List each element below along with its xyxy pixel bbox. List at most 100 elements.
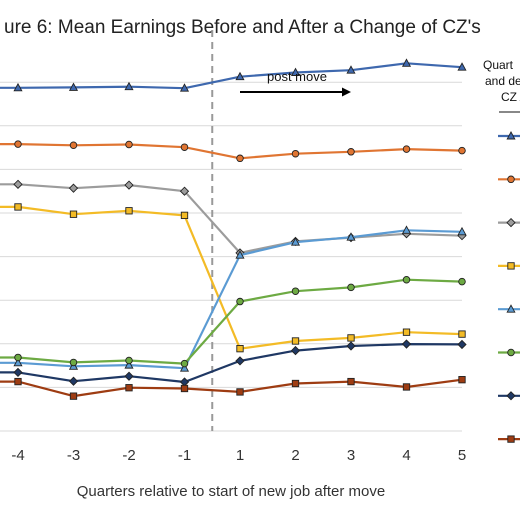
legend-entry-3 [498,262,520,270]
series-4-point-8 [457,226,467,236]
series-5-point-3 [180,359,189,368]
chart-title: ure 6: Mean Earnings Before and After a … [4,17,481,38]
series-6-point-2 [124,371,134,381]
series-6-point-0 [13,367,23,378]
series-3-point-2 [125,207,133,215]
series-7-point-7 [402,383,411,391]
series-1-point-6 [347,148,355,156]
legend-entry-1-marker [507,175,515,184]
legend-entry-5-marker [507,348,515,357]
legend-entry-7-marker [507,435,515,443]
series-6-point-1 [68,376,79,386]
series-5-point-8 [458,277,466,286]
series-1-point-5 [291,149,300,158]
series-6-point-6 [346,341,356,351]
series-4-point-2 [124,360,134,369]
series-7-point-1 [69,392,78,400]
series-7-point-0 [14,377,22,386]
series-5-point-5 [291,287,300,295]
series-0-point-4 [235,71,245,81]
series-4 [0,225,467,372]
series-5-point-2 [125,356,133,365]
series-5 [0,275,466,368]
series-0-point-5 [290,67,301,76]
series-layer [0,58,467,400]
x-tick-5: 2 [291,447,299,464]
series-0-point-1 [68,82,79,91]
series-0-point-8 [457,62,467,71]
x-tick-6: 3 [347,447,355,464]
legend-entry-2-marker [506,217,516,228]
series-3-point-6 [347,334,355,342]
legend-entry-6 [498,391,520,401]
legend-entry-1 [498,175,520,184]
series-6-point-8 [457,339,467,350]
legend-entry-7 [498,435,520,443]
series-0-point-0 [13,82,23,92]
legend-entry-4 [498,304,520,313]
series-2-point-2 [124,180,134,190]
series-7-line [0,378,463,398]
series-5-point-0 [14,353,22,362]
series-1-point-8 [458,146,466,155]
legend-entry-2 [498,217,520,228]
series-5-line [0,278,463,365]
series-1-line [0,143,463,160]
series-6-point-4 [235,356,245,366]
series-4-line [0,229,463,370]
legend-entry-6-marker [506,391,516,401]
series-7-point-4 [236,388,244,396]
series-7-point-8 [458,376,466,384]
series-3-point-7 [402,328,411,336]
post-move-annotation: post move [267,69,327,84]
series-2-point-3 [179,186,190,196]
series-6 [0,339,467,387]
series-7-point-2 [125,384,133,392]
series-3-point-8 [458,330,466,338]
series-3-line [0,205,463,350]
legend-entry-0-marker [506,131,516,140]
series-0-point-2 [124,81,134,91]
x-tick-7: 4 [402,447,410,464]
series-7-point-5 [291,379,300,388]
x-tick-labels: -4 -3 -2 -1 1 2 3 4 5 [11,447,466,464]
series-1-point-3 [180,143,189,151]
series-3-point-3 [180,211,189,220]
legend: Quart and de CZ A [483,58,520,443]
series-2-line [0,183,463,254]
x-tick-8: 5 [458,447,466,464]
series-5-point-4 [236,297,244,306]
x-tick-0: -4 [11,447,24,464]
series-2-point-1 [68,183,79,193]
series-4-point-4 [235,250,245,259]
legend-title-line-0: Quart [483,58,514,72]
legend-entry-0 [498,131,520,140]
series-4-point-7 [401,225,412,234]
legend-entry-3-marker [507,262,515,270]
series-5-point-7 [402,275,411,284]
series-1-point-2 [125,140,133,149]
series-3 [0,203,466,353]
series-2-point-0 [13,179,23,189]
x-tick-3: -1 [178,447,191,464]
series-2 [0,179,467,258]
series-5-point-1 [69,358,78,367]
series-1 [0,140,466,163]
series-7-point-6 [347,377,355,386]
series-7-point-3 [180,384,189,393]
series-3-point-5 [291,337,300,345]
series-1-point-1 [69,141,78,150]
legend-entry-5 [498,348,520,357]
series-6-point-5 [290,345,301,356]
series-3-point-0 [14,203,22,211]
series-5-point-6 [347,283,355,292]
series-1-point-0 [14,140,22,148]
legend-entry-4-marker [506,304,516,313]
x-tick-2: -2 [122,447,135,464]
series-1-point-4 [236,154,244,163]
series-6-point-3 [179,377,190,387]
series-4-point-3 [179,363,190,372]
series-1-point-7 [402,145,411,153]
x-tick-1: -3 [67,447,80,464]
